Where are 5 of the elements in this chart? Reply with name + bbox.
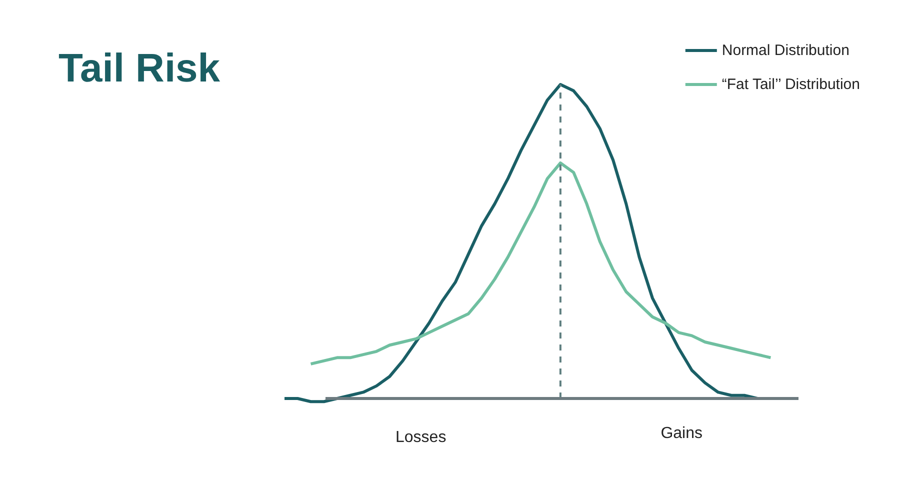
legend-label: Normal Distribution (722, 42, 850, 58)
legend-label: “Fat Tail’’ Distribution (722, 76, 860, 92)
text: Gains (660, 425, 702, 442)
chart-title: Tail Risk (58, 46, 221, 90)
text: Losses (396, 429, 446, 446)
